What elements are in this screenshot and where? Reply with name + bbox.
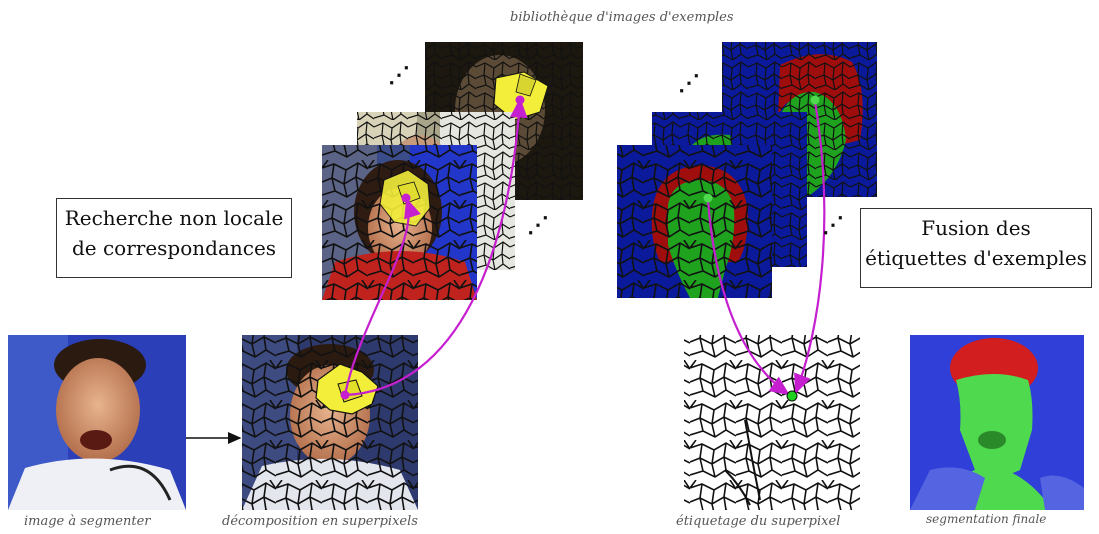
library-caption: bibliothèque d'images d'exemples (510, 10, 734, 25)
match-dot-back (515, 95, 525, 105)
ellipsis-right-top: ⋰ (678, 70, 700, 96)
query-superpixel-dot (340, 390, 350, 400)
library-photo-front (322, 145, 477, 300)
fusion-box: Fusion des étiquettes d'exemples (860, 208, 1092, 288)
library-photo-stack (322, 42, 583, 300)
ellipsis-left-top: ⋰ (388, 62, 410, 88)
match-arrow-2 (344, 97, 528, 397)
library-label-front (617, 145, 772, 298)
superpixel-image (242, 335, 418, 510)
match-arrow-1 (343, 197, 421, 396)
labeled-superpixel-dot (786, 390, 798, 402)
search-box: Recherche non locale de correspondances (56, 198, 292, 278)
label-arrow-1 (706, 199, 790, 396)
search-box-line2: de correspondances (71, 236, 277, 260)
ellipsis-left-bottom: ⋰ (527, 212, 549, 238)
match-dot-front (401, 193, 411, 203)
final-segmentation-image (910, 335, 1084, 510)
library-label-stack (617, 42, 877, 298)
label-dot-front (703, 193, 713, 203)
final-caption: segmentation finale (926, 512, 1047, 526)
input-image (8, 335, 186, 510)
labeling-map (684, 335, 860, 510)
fusion-box-line1: Fusion des (921, 216, 1031, 240)
label-arrow-2 (794, 101, 826, 395)
ellipsis-right-bottom: ⋰ (822, 212, 844, 238)
labeling-caption: étiquetage du superpixel (676, 514, 841, 529)
input-caption: image à segmenter (24, 514, 151, 529)
decomposition-caption: décomposition en superpixels (222, 514, 418, 529)
fusion-box-line2: étiquettes d'exemples (865, 246, 1087, 270)
label-dot-back (810, 95, 820, 105)
search-box-line1: Recherche non locale (64, 206, 284, 230)
